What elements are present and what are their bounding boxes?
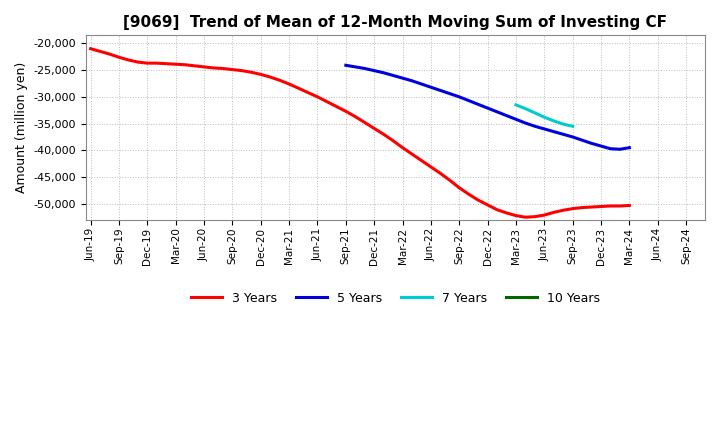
7 Years [559,121,567,127]
3 Years [625,203,634,208]
Line: 7 Years: 7 Years [516,105,572,126]
5 Years [436,88,445,93]
5 Years [455,94,464,99]
3 Years [86,46,95,51]
7 Years [568,124,577,129]
5 Years [531,124,539,129]
5 Years [549,129,558,134]
5 Years [568,134,577,139]
5 Years [597,143,606,149]
3 Years [483,202,492,208]
5 Years [370,68,379,73]
3 Years [446,178,454,183]
5 Years [408,78,416,84]
5 Years [464,98,473,103]
3 Years [549,210,558,215]
3 Years [210,65,218,70]
5 Years [559,132,567,137]
5 Years [502,113,510,118]
5 Years [606,146,615,151]
5 Years [474,102,482,107]
5 Years [361,66,369,71]
3 Years [606,203,615,209]
Y-axis label: Amount (million yen): Amount (million yen) [15,62,28,193]
5 Years [426,84,435,90]
Line: 3 Years: 3 Years [91,49,629,217]
7 Years [521,106,530,111]
5 Years [540,126,549,132]
5 Years [512,117,521,122]
Line: 5 Years: 5 Years [346,65,629,149]
7 Years [531,110,539,116]
5 Years [578,138,587,143]
7 Years [512,102,521,107]
5 Years [351,64,359,70]
5 Years [616,147,624,152]
5 Years [341,62,350,68]
5 Years [483,106,492,111]
7 Years [540,114,549,120]
5 Years [521,121,530,126]
5 Years [446,91,454,96]
3 Years [219,66,228,71]
5 Years [398,76,407,81]
5 Years [379,70,388,75]
5 Years [417,81,426,87]
5 Years [588,141,596,146]
5 Years [492,109,501,114]
3 Years [521,215,530,220]
5 Years [625,145,634,150]
7 Years [549,118,558,124]
Title: [9069]  Trend of Mean of 12-Month Moving Sum of Investing CF: [9069] Trend of Mean of 12-Month Moving … [123,15,667,30]
5 Years [389,73,397,78]
Legend: 3 Years, 5 Years, 7 Years, 10 Years: 3 Years, 5 Years, 7 Years, 10 Years [186,286,606,310]
